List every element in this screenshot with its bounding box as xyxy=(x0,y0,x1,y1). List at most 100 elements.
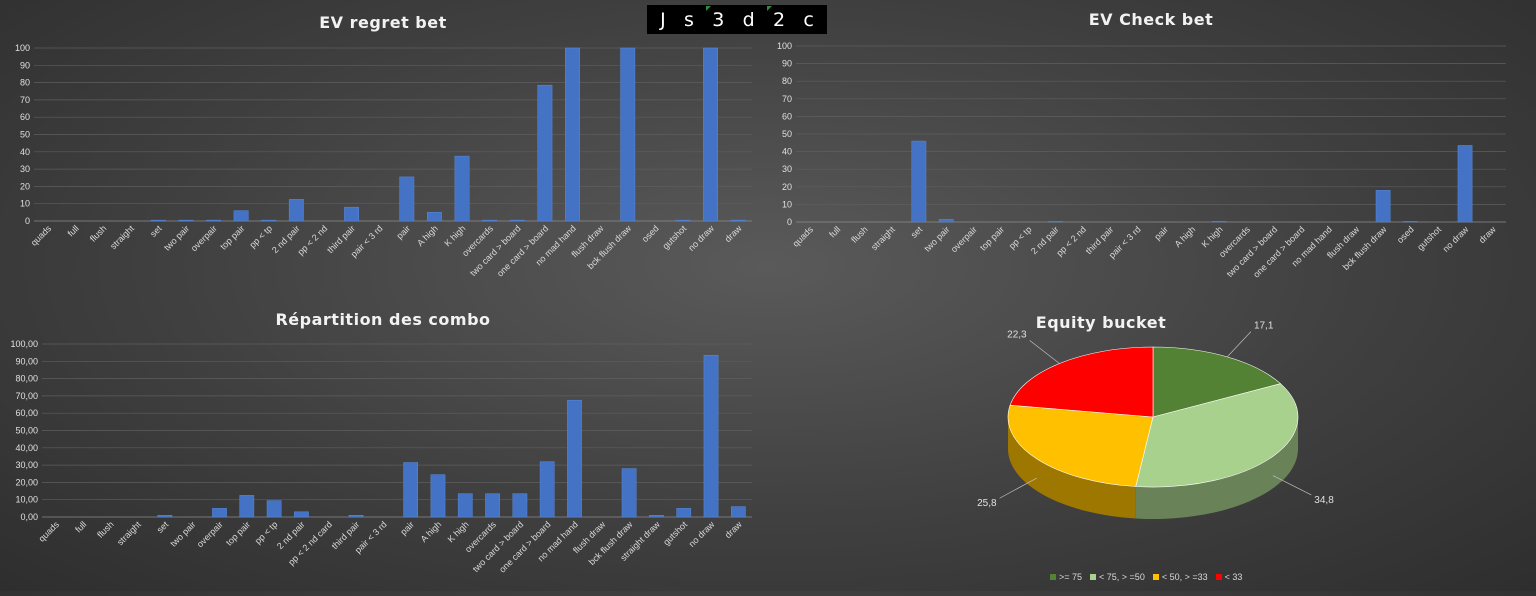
x-tick-label: gutshot xyxy=(1415,224,1443,252)
bar xyxy=(348,515,364,518)
cell-comment-marker-icon xyxy=(767,5,772,11)
x-tick-label: gutshot xyxy=(661,519,689,547)
x-tick-label: pp < 2 nd xyxy=(296,223,330,257)
y-tick-label: 30,00 xyxy=(15,460,38,470)
y-tick-label: 70 xyxy=(20,95,30,105)
pie-leader-line xyxy=(999,477,1037,499)
pie-slice-side xyxy=(1008,417,1136,519)
x-tick-label: straight xyxy=(108,223,136,251)
board-card-3-suit: c xyxy=(803,8,814,31)
bar xyxy=(426,212,442,222)
y-tick-label: 0,00 xyxy=(20,512,38,522)
chart-ev-regret-bet[interactable]: EV regret bet 0 10 20 30 40 50 60 70 80 90 100 quad… xyxy=(0,0,760,300)
bar xyxy=(157,515,173,518)
x-tick-label: two card > board xyxy=(468,223,523,278)
x-tick-label: quads xyxy=(29,223,54,248)
y-tick-label: 0 xyxy=(25,216,30,226)
chart-title: EV regret bet xyxy=(319,13,447,32)
x-tick-label: set xyxy=(909,224,925,240)
bar xyxy=(288,199,304,222)
x-tick-label: overpair xyxy=(189,223,219,253)
chart-title: Répartition des combo xyxy=(275,310,491,329)
pie-leader-line xyxy=(1226,331,1252,358)
legend-item: < 50, > =33 xyxy=(1152,572,1208,582)
x-tick-label: draw xyxy=(723,223,744,244)
bar xyxy=(539,461,555,518)
y-tick-label: 20 xyxy=(20,181,30,191)
bar xyxy=(730,219,746,222)
bar xyxy=(1457,145,1473,223)
y-tick-label: 90 xyxy=(782,59,792,69)
x-tick-label: quads xyxy=(37,519,62,544)
x-tick-label: two pair xyxy=(162,223,191,252)
bar xyxy=(430,474,446,518)
y-tick-label: 90 xyxy=(20,60,30,70)
chart-equity-bucket-plot: 17,1 34,8 25,8 22,3 xyxy=(977,321,1334,519)
bar xyxy=(266,500,282,518)
bar xyxy=(703,354,719,518)
x-tick-label: quads xyxy=(791,224,816,249)
x-tick-label: set xyxy=(155,519,171,535)
legend-item: < 33 xyxy=(1215,572,1243,582)
x-tick-label: draw xyxy=(723,519,744,540)
y-tick-label: 100 xyxy=(15,43,30,53)
x-tick-label: top pair xyxy=(978,224,1006,252)
legend-label: < 33 xyxy=(1224,572,1243,582)
y-tick-label: 100 xyxy=(777,41,792,51)
x-tick-label: draw xyxy=(1477,224,1498,245)
y-tick-label: 50,00 xyxy=(15,426,38,436)
bar xyxy=(676,508,692,518)
pie-slice-side xyxy=(1135,417,1298,519)
x-tick-label: overpair xyxy=(195,519,225,549)
y-tick-label: 60 xyxy=(20,112,30,122)
x-tick-label: A high xyxy=(415,223,440,248)
x-tick-label: pp < tp xyxy=(1007,224,1034,251)
bar xyxy=(454,155,470,222)
chart-repartition-des-combo[interactable]: Répartition des combo 0,00 10,00 20,00 30,0… xyxy=(0,300,760,591)
pie-data-label: 17,1 xyxy=(1254,321,1274,332)
y-tick-label: 30 xyxy=(20,164,30,174)
chart-title: Equity bucket xyxy=(1035,313,1167,332)
bar xyxy=(509,219,525,222)
x-tick-label: K high xyxy=(446,519,471,544)
pie-leader-line xyxy=(1029,340,1060,364)
chart-ev-check-bet[interactable]: EV Check bet 0 10 20 30 40 50 60 70 80 90 100 quads… xyxy=(766,0,1536,300)
x-tick-label: pp < tp xyxy=(247,223,274,250)
x-tick-label: osed xyxy=(1395,224,1416,245)
x-tick-label: flush xyxy=(95,519,116,540)
bar xyxy=(344,206,360,222)
bar xyxy=(233,210,249,222)
y-tick-label: 10 xyxy=(782,199,792,209)
pie-slice xyxy=(1009,346,1154,418)
x-tick-label: pair xyxy=(395,223,413,241)
y-tick-label: 50 xyxy=(782,129,792,139)
x-tick-label: top pair xyxy=(224,519,252,547)
y-tick-label: 50 xyxy=(20,130,30,140)
y-tick-label: 10,00 xyxy=(15,495,38,505)
y-tick-label: 20 xyxy=(782,182,792,192)
x-tick-label: flush xyxy=(88,223,109,244)
bar xyxy=(730,506,746,518)
x-tick-label: full xyxy=(73,519,88,534)
bar xyxy=(294,511,309,518)
bar xyxy=(261,219,277,222)
pie-data-label: 34,8 xyxy=(1314,495,1334,506)
x-tick-label: no draw xyxy=(1441,224,1471,254)
legend-swatch xyxy=(1050,574,1056,580)
bar xyxy=(621,468,637,518)
bar xyxy=(150,219,166,222)
x-tick-label: flush xyxy=(849,224,870,245)
x-tick-label: gutshot xyxy=(660,223,688,251)
x-tick-label: no draw xyxy=(687,519,717,549)
y-tick-label: 80 xyxy=(20,78,30,88)
x-tick-label: A high xyxy=(1173,224,1198,249)
x-tick-label: pp < 2 nd xyxy=(1054,224,1088,258)
y-tick-label: 40 xyxy=(20,147,30,157)
x-tick-label: full xyxy=(827,224,842,239)
chart-equity-bucket[interactable]: Equity bucket 17,1 34,8 25,8 22,3 xyxy=(766,300,1536,591)
bar xyxy=(1375,190,1391,223)
x-tick-label: overpair xyxy=(949,224,979,254)
y-tick-label: 0 xyxy=(787,217,792,227)
pie-leader-line xyxy=(1272,475,1312,496)
bar xyxy=(239,495,255,518)
